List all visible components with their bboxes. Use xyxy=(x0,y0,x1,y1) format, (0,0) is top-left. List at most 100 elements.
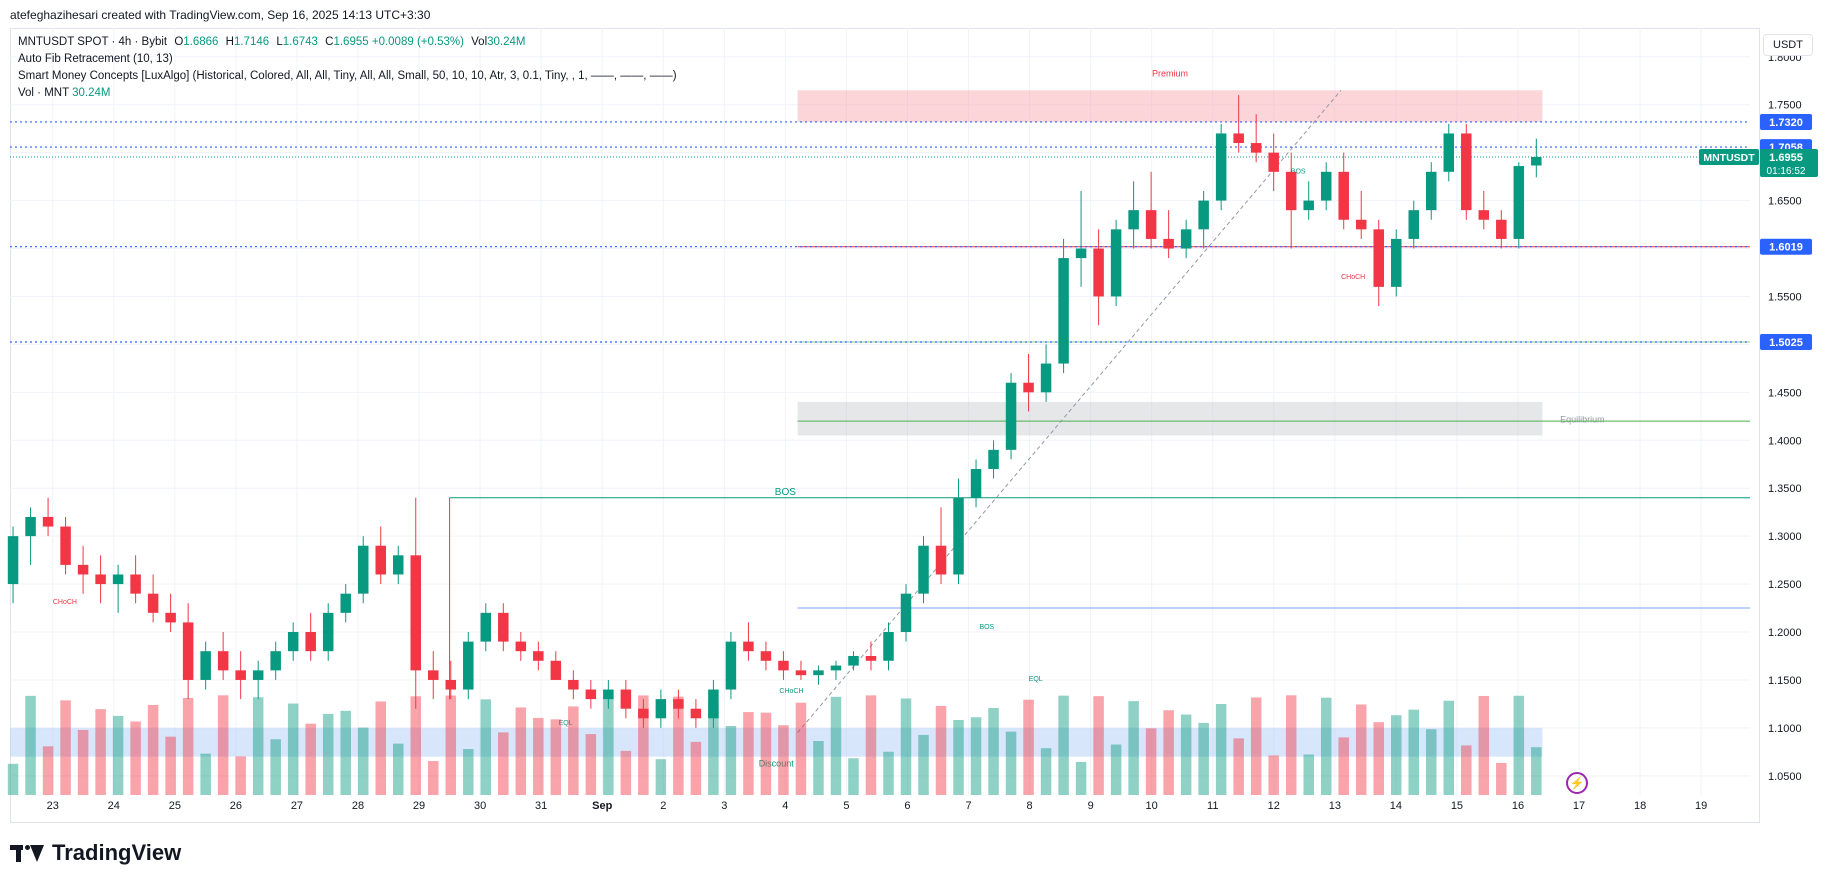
candle-body xyxy=(743,641,754,652)
x-tick-label: 25 xyxy=(169,800,181,812)
volume-bar xyxy=(1005,731,1017,795)
legend-symbol-row[interactable]: MNTUSDT SPOT · 4h · Bybit O1.6866 H1.714… xyxy=(18,34,677,51)
volume-bar xyxy=(1513,695,1525,795)
volume-bar xyxy=(480,699,492,795)
price-label-text: 1.7320 xyxy=(1769,117,1803,129)
candle-body xyxy=(673,699,684,709)
candle-body xyxy=(638,708,649,719)
x-tick-label: 14 xyxy=(1390,800,1402,812)
candle-body xyxy=(1443,133,1455,172)
legend-symbol[interactable]: MNTUSDT SPOT · 4h · Bybit xyxy=(18,36,168,48)
candle-body xyxy=(708,689,719,719)
zone-premium xyxy=(797,90,1543,122)
volume-bar xyxy=(270,739,281,795)
price-label-box xyxy=(1760,333,1812,350)
candle-body xyxy=(410,555,422,671)
volume-bar xyxy=(305,723,316,795)
candle-body xyxy=(1426,171,1437,211)
x-tick-label: 11 xyxy=(1207,800,1218,812)
legend-h-label: H xyxy=(225,36,234,48)
volume-bar xyxy=(1373,722,1384,795)
y-tick-label: 1.1000 xyxy=(1768,723,1802,735)
candle-body xyxy=(1531,156,1542,166)
candle-body xyxy=(77,564,89,575)
volume-bar xyxy=(77,729,89,795)
volume-bar xyxy=(1408,709,1420,795)
candle-body xyxy=(1461,133,1472,211)
chart-frame[interactable] xyxy=(10,28,1760,823)
volume-bar xyxy=(1268,755,1279,795)
zone-equilibrium xyxy=(797,401,1543,436)
legend-smc[interactable]: Smart Money Concepts [LuxAlgo] (Historic… xyxy=(18,70,677,82)
volume-bar xyxy=(340,710,351,795)
candle-body xyxy=(7,536,19,585)
candle-body xyxy=(1250,143,1262,153)
volume-bar xyxy=(25,695,36,795)
y-tick-label: 1.1500 xyxy=(1768,675,1802,687)
x-tick-label: 10 xyxy=(1146,800,1158,812)
candle-body xyxy=(1373,229,1384,287)
volume-bar xyxy=(1233,738,1244,795)
volume-bar xyxy=(725,725,737,795)
candle-body xyxy=(690,708,702,719)
volume-bar xyxy=(42,746,54,795)
author-line: atefeghazihesari created with TradingVie… xyxy=(10,8,431,22)
y-tick-label: 1.4500 xyxy=(1768,387,1802,399)
y-tick-label: 1.6500 xyxy=(1768,196,1802,208)
candle-body xyxy=(42,516,54,527)
legend-volume-row[interactable]: Vol · MNT 30.24M xyxy=(18,85,677,102)
candle-body xyxy=(463,641,474,690)
candle-body xyxy=(1040,363,1052,393)
legend-o-label: O xyxy=(174,36,184,48)
volume-bar xyxy=(1461,745,1472,795)
volume-bar xyxy=(1040,748,1052,795)
legend-vol-label: Vol xyxy=(471,36,488,48)
price-label-text: 1.6019 xyxy=(1769,242,1803,254)
candle-body xyxy=(357,545,369,594)
candle-body xyxy=(445,679,457,690)
candle-body xyxy=(287,632,299,652)
candle-body xyxy=(795,670,807,676)
structure-label: EQL xyxy=(1029,676,1043,683)
volume-bar xyxy=(1426,729,1437,795)
candle-body xyxy=(1163,238,1174,249)
candle-body xyxy=(165,612,176,623)
candle-body xyxy=(1023,382,1034,393)
volume-bar xyxy=(1110,744,1122,795)
volume-bar xyxy=(603,698,614,795)
structure-label: CHoCH xyxy=(1341,274,1365,281)
candle-body xyxy=(112,574,124,585)
candle-body xyxy=(988,449,999,470)
candle-body xyxy=(217,651,229,671)
candle-body xyxy=(1320,171,1332,201)
volume-bar xyxy=(463,749,474,795)
candle-body xyxy=(1145,210,1157,239)
legend-fib[interactable]: Auto Fib Retracement (10, 13) xyxy=(18,53,173,65)
volume-bar xyxy=(1128,701,1139,795)
x-tick-label: 27 xyxy=(291,800,303,812)
tradingview-logo[interactable]: TradingView xyxy=(10,840,181,866)
candle-body xyxy=(550,660,562,680)
volume-bar xyxy=(1478,695,1490,795)
candle-body xyxy=(603,689,614,700)
candle-body xyxy=(305,632,316,652)
candle-body xyxy=(480,612,492,642)
volume-bar xyxy=(1320,697,1332,795)
volume-bar xyxy=(673,696,684,795)
volume-bar xyxy=(1215,704,1227,795)
price-label-text: 1.5025 xyxy=(1769,337,1803,349)
x-tick-label: 29 xyxy=(413,800,425,812)
x-tick-label: 2 xyxy=(660,800,666,812)
y-tick-label: 1.4000 xyxy=(1768,435,1802,447)
candle-body xyxy=(1110,229,1122,297)
volume-bar xyxy=(935,705,947,795)
volume-bar xyxy=(918,734,929,795)
volume-bar xyxy=(620,750,632,795)
structure-label: CHoCH xyxy=(53,599,77,606)
currency-selector[interactable]: USDT xyxy=(1763,34,1813,56)
volume-bar xyxy=(1531,747,1542,795)
lightning-icon[interactable]: ⚡ xyxy=(1566,772,1588,794)
price-label-box xyxy=(1760,113,1812,130)
candle-body xyxy=(1285,171,1297,211)
